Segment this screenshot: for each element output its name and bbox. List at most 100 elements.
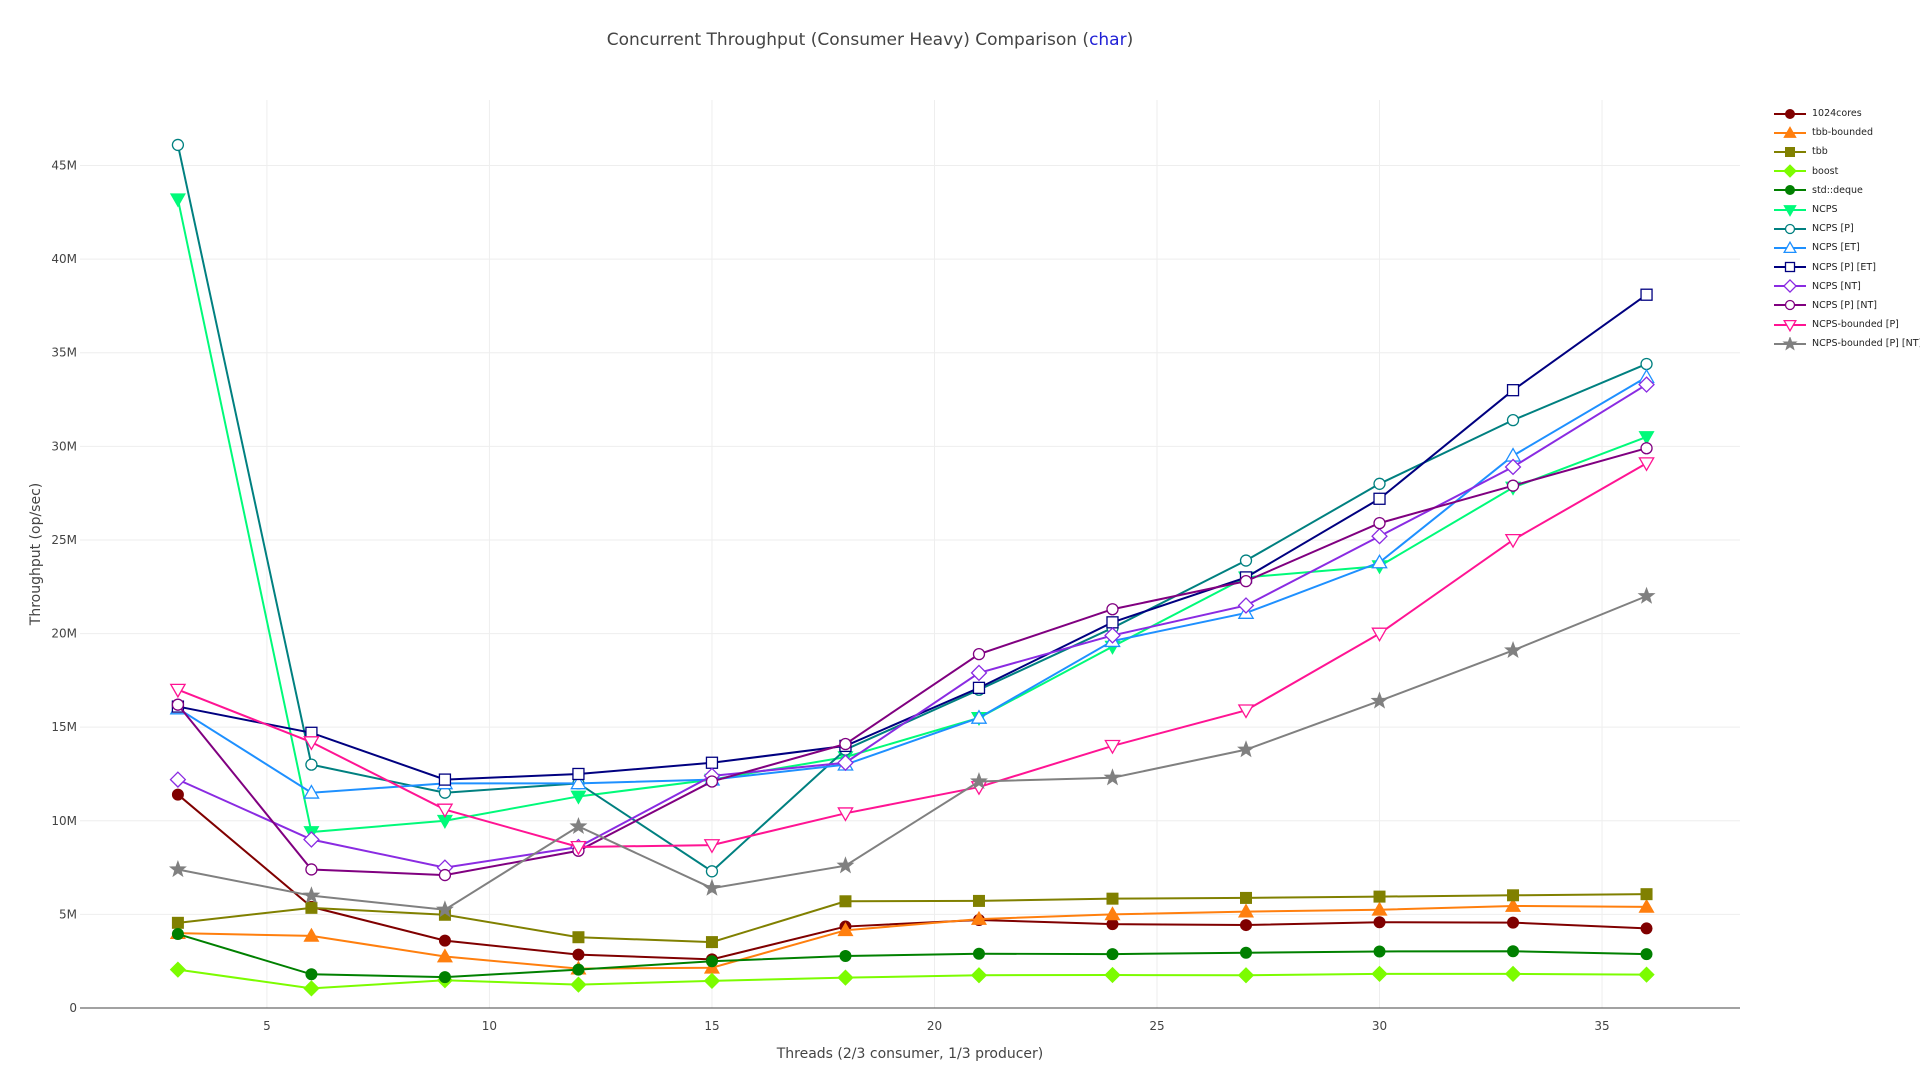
data-point bbox=[1638, 457, 1655, 472]
data-point bbox=[572, 963, 585, 976]
series-ncps-et- bbox=[169, 368, 1655, 799]
legend-marker bbox=[1783, 240, 1797, 253]
data-point bbox=[569, 816, 588, 835]
y-tick-label: 25M bbox=[51, 533, 77, 547]
series-line bbox=[177, 383, 1648, 869]
data-point bbox=[1104, 906, 1121, 921]
data-point bbox=[1640, 442, 1653, 455]
series-line bbox=[177, 893, 1647, 944]
chart-title: Concurrent Throughput (Consumer Heavy) C… bbox=[0, 30, 1740, 50]
data-point bbox=[1104, 627, 1121, 644]
legend-item[interactable]: NCPS [P] [NT] bbox=[1772, 296, 1920, 315]
legend-item[interactable]: NCPS [ET] bbox=[1772, 238, 1920, 257]
data-point bbox=[305, 863, 318, 876]
data-point bbox=[1371, 553, 1388, 569]
data-point bbox=[570, 790, 587, 805]
data-point bbox=[702, 878, 721, 896]
data-point bbox=[1638, 431, 1655, 446]
legend-item[interactable]: tbb-bounded bbox=[1772, 123, 1920, 142]
legend-item[interactable]: std::deque bbox=[1772, 181, 1920, 200]
legend-item[interactable]: tbb bbox=[1772, 142, 1920, 161]
data-point bbox=[438, 971, 451, 984]
series-ncps-nt- bbox=[169, 376, 1655, 876]
data-point bbox=[1373, 477, 1386, 490]
legend-label: NCPS bbox=[1812, 204, 1838, 216]
legend-swatch bbox=[1774, 279, 1806, 294]
y-tick-label: 40M bbox=[51, 252, 77, 266]
legend-swatch bbox=[1774, 319, 1806, 332]
series-line bbox=[177, 904, 1647, 970]
legend-swatch bbox=[1774, 164, 1806, 178]
data-point bbox=[1640, 288, 1653, 301]
data-point bbox=[1640, 357, 1653, 371]
data-point bbox=[1240, 946, 1253, 959]
chart-title-text: Concurrent Throughput (Consumer Heavy) C… bbox=[606, 30, 1090, 50]
data-point bbox=[171, 916, 184, 929]
series-line bbox=[177, 447, 1647, 877]
legend-item[interactable]: NCPS [P] bbox=[1772, 219, 1920, 238]
data-point bbox=[303, 831, 320, 848]
series-std-deque bbox=[171, 928, 1653, 984]
legend-item[interactable]: NCPS-bounded [P] [NT] bbox=[1772, 334, 1920, 353]
data-point bbox=[972, 648, 986, 661]
data-point bbox=[1373, 945, 1386, 958]
data-point bbox=[1106, 918, 1119, 931]
series-line bbox=[177, 968, 1647, 990]
series-ncps bbox=[169, 193, 1655, 841]
legend-marker bbox=[1782, 336, 1798, 351]
data-point bbox=[970, 910, 987, 925]
legend-label: NCPS-bounded [P] bbox=[1812, 319, 1899, 331]
data-point bbox=[837, 969, 854, 986]
data-point bbox=[171, 928, 184, 941]
legend-item[interactable]: NCPS [P] [ET] bbox=[1772, 258, 1920, 277]
x-tick-label: 30 bbox=[1372, 1019, 1387, 1033]
data-point bbox=[1371, 965, 1388, 983]
legend-item[interactable]: NCPS bbox=[1772, 200, 1920, 219]
data-point bbox=[305, 758, 318, 771]
data-point bbox=[171, 788, 184, 801]
legend-swatch bbox=[1774, 185, 1806, 196]
chart-title-highlight: char bbox=[1089, 30, 1127, 50]
gridlines bbox=[80, 100, 1740, 1008]
legend-item[interactable]: NCPS-bounded [P] bbox=[1772, 315, 1920, 334]
legend-swatch bbox=[1774, 336, 1806, 351]
data-point bbox=[1505, 897, 1522, 912]
legend-item[interactable]: boost bbox=[1772, 162, 1920, 181]
data-point bbox=[1237, 903, 1255, 918]
legend-item[interactable]: 1024cores bbox=[1772, 104, 1920, 123]
data-point bbox=[436, 803, 454, 819]
data-point bbox=[1506, 413, 1520, 427]
legend-marker bbox=[1783, 319, 1797, 332]
series-tbb bbox=[171, 888, 1653, 949]
data-point bbox=[1371, 527, 1388, 545]
data-point bbox=[705, 775, 719, 788]
legend-item[interactable]: NCPS [NT] bbox=[1772, 277, 1920, 296]
legend-marker bbox=[1784, 223, 1796, 234]
data-point bbox=[438, 934, 451, 947]
data-point bbox=[1640, 948, 1653, 961]
data-point bbox=[305, 901, 318, 914]
data-point bbox=[972, 894, 985, 907]
legend-label: NCPS [NT] bbox=[1812, 280, 1861, 292]
y-tick-label: 10M bbox=[51, 814, 77, 828]
data-point bbox=[1103, 768, 1122, 786]
data-point bbox=[305, 968, 318, 981]
data-point bbox=[837, 922, 854, 937]
series-line bbox=[177, 595, 1647, 911]
data-point bbox=[1504, 458, 1522, 476]
data-point bbox=[1504, 640, 1522, 659]
legend-label: NCPS [ET] bbox=[1812, 242, 1860, 254]
series-line bbox=[177, 462, 1648, 848]
data-point bbox=[171, 138, 185, 152]
data-point bbox=[1106, 948, 1119, 961]
legend-swatch bbox=[1774, 108, 1806, 119]
legend-label: boost bbox=[1812, 165, 1839, 177]
data-point bbox=[570, 774, 587, 790]
legend-marker bbox=[1785, 185, 1795, 196]
data-point bbox=[972, 681, 986, 695]
data-point bbox=[837, 807, 854, 822]
legend-swatch bbox=[1774, 146, 1806, 157]
data-point bbox=[570, 840, 587, 856]
legend-label: NCPS [P] bbox=[1812, 223, 1854, 235]
data-point bbox=[837, 754, 854, 772]
